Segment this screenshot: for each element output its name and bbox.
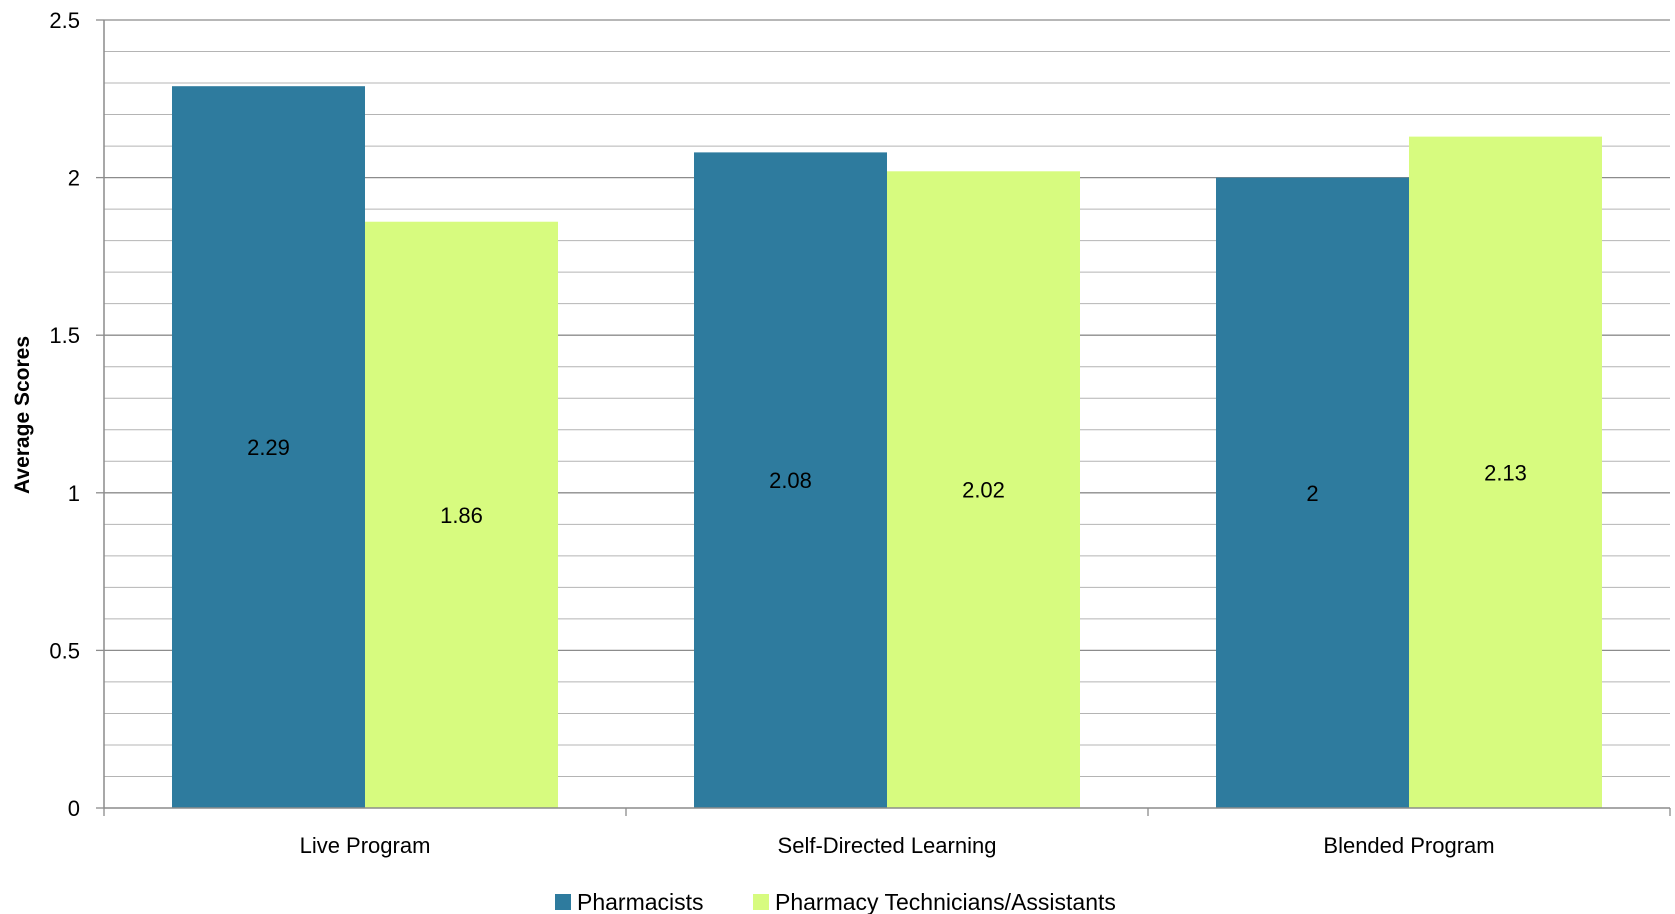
- data-label: 1.86: [440, 503, 483, 528]
- bars: [172, 86, 1602, 809]
- bar-pharmacists-0: [172, 86, 365, 808]
- bar-pharmacists-1: [694, 152, 887, 808]
- data-label: 2.13: [1484, 460, 1527, 485]
- data-label: 2: [1306, 481, 1318, 506]
- data-label: 2.08: [769, 468, 812, 493]
- y-tick-label: 2: [68, 166, 80, 191]
- y-tick-label: 1: [68, 481, 80, 506]
- data-label: 2.29: [247, 435, 290, 460]
- y-axis-ticks: 0 0.5 1 1.5 2 2.5: [49, 8, 104, 821]
- bar-technicians-1: [887, 171, 1080, 808]
- data-labels: 2.29 1.86 2.08 2.02 2 2.13: [247, 435, 1527, 528]
- bar-pharmacists-2: [1216, 177, 1409, 809]
- bar-technicians-2: [1409, 136, 1602, 808]
- data-label: 2.02: [962, 478, 1005, 503]
- bar-technicians-0: [365, 221, 558, 808]
- x-category-label: Live Program: [300, 833, 431, 858]
- x-category-label: Blended Program: [1323, 833, 1494, 858]
- y-tick-label: 0: [68, 796, 80, 821]
- legend-label: Pharmacy Technicians/Assistants: [775, 889, 1116, 914]
- y-tick-label: 2.5: [49, 8, 80, 33]
- y-tick-label: 0.5: [49, 638, 80, 663]
- legend: Pharmacists Pharmacy Technicians/Assistan…: [555, 889, 1116, 914]
- legend-swatch: [555, 894, 571, 910]
- y-axis-title: Average Scores: [11, 336, 34, 494]
- axes: [103, 20, 1671, 816]
- x-axis-category-labels: Live Program Self-Directed Learning Blende…: [300, 833, 1495, 858]
- legend-swatch: [753, 894, 769, 910]
- y-tick-label: 1.5: [49, 323, 80, 348]
- x-category-label: Self-Directed Learning: [778, 833, 997, 858]
- legend-label: Pharmacists: [577, 889, 704, 914]
